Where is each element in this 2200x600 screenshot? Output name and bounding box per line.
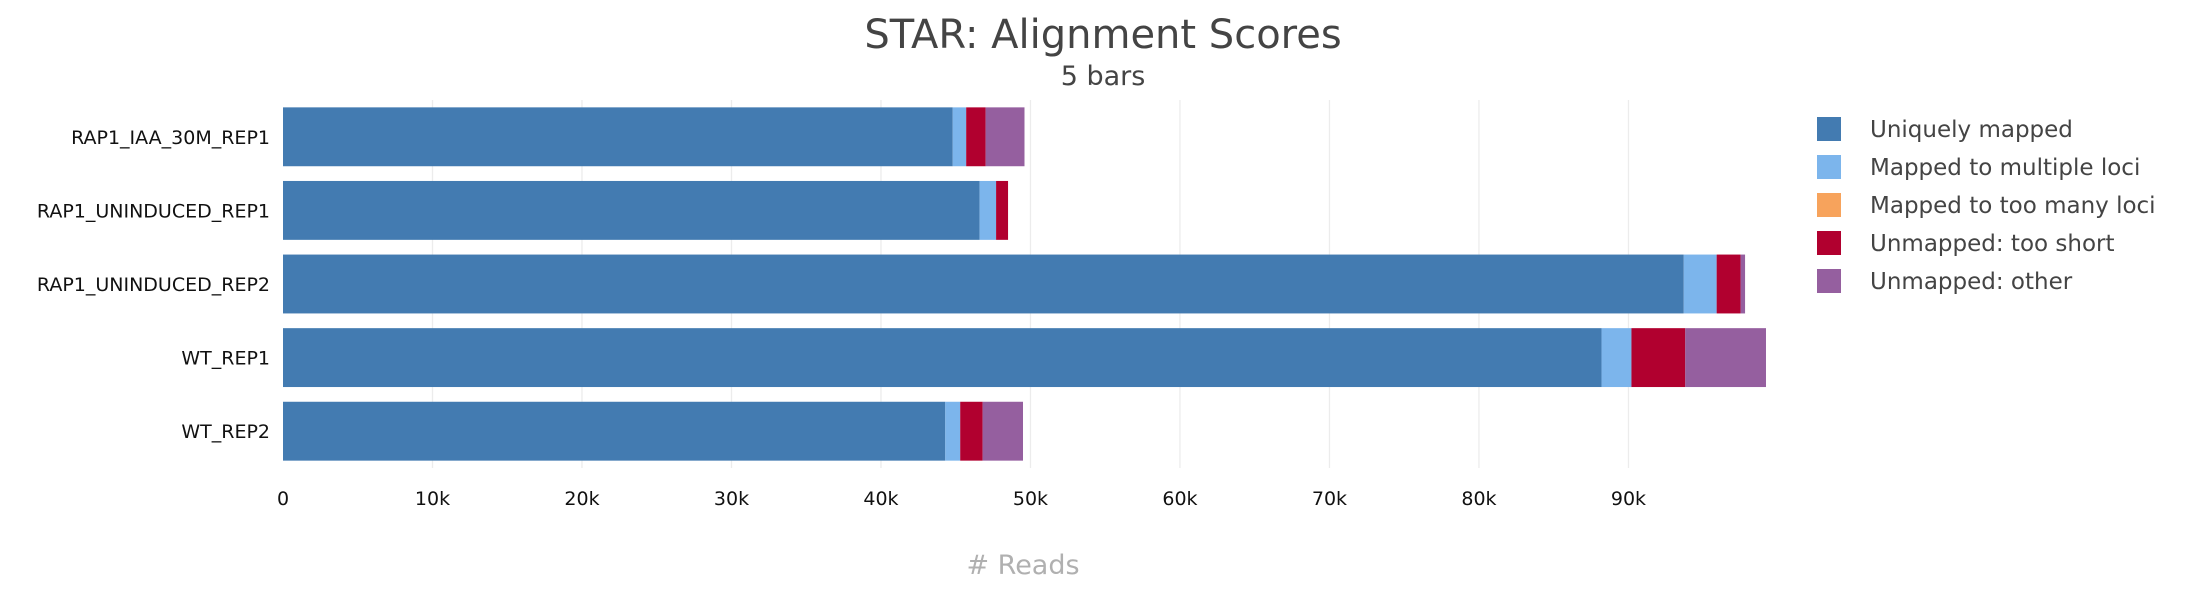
bar-segment[interactable] <box>945 401 961 461</box>
x-tick-label: 40k <box>863 488 898 510</box>
legend-swatch[interactable] <box>1817 117 1841 141</box>
bars-layer <box>283 107 1766 461</box>
legend-label[interactable]: Mapped to too many loci <box>1870 193 2156 219</box>
y-axis-labels: RAP1_IAA_30M_REP1 RAP1_UNINDUCED_REP1 RAP1… <box>37 127 270 443</box>
legend-swatch[interactable] <box>1817 155 1841 179</box>
y-category-label: RAP1_UNINDUCED_REP1 <box>37 200 270 222</box>
legend-label[interactable]: Unmapped: too short <box>1870 231 2115 257</box>
bar-segment[interactable] <box>979 180 997 240</box>
bar-segment[interactable] <box>982 401 1023 461</box>
bar-segment[interactable] <box>1716 254 1741 314</box>
bar-segment[interactable] <box>1740 254 1746 314</box>
bar-segment[interactable] <box>985 107 1025 167</box>
bar-segment[interactable] <box>283 254 1684 314</box>
legend-swatch[interactable] <box>1817 269 1841 293</box>
bar-segment[interactable] <box>1685 328 1766 388</box>
x-tick-label: 10k <box>415 488 450 510</box>
x-tick-label: 90k <box>1611 488 1646 510</box>
x-tick-label: 80k <box>1461 488 1496 510</box>
legend-swatch[interactable] <box>1817 231 1841 255</box>
y-category-label: RAP1_UNINDUCED_REP2 <box>37 274 270 296</box>
bar-segment[interactable] <box>283 107 953 167</box>
legend-label[interactable]: Mapped to multiple loci <box>1870 155 2140 181</box>
bar-segment[interactable] <box>283 180 980 240</box>
bar-segment[interactable] <box>283 328 1602 388</box>
chart-subtitle: 5 bars <box>1061 61 1146 92</box>
x-tick-label: 30k <box>714 488 749 510</box>
bar-segment[interactable] <box>996 180 1009 240</box>
x-axis-title: # Reads <box>966 550 1079 581</box>
bar-segment[interactable] <box>1601 328 1632 388</box>
x-tick-label: 60k <box>1162 488 1197 510</box>
x-tick-label: 0 <box>277 488 289 510</box>
x-axis-ticks: 0 10k 20k 30k 40k 50k 60k 70k 80k 90k <box>277 488 1646 510</box>
legend-swatch[interactable] <box>1817 193 1841 217</box>
legend-label[interactable]: Unmapped: other <box>1870 269 2073 295</box>
x-tick-label: 20k <box>564 488 599 510</box>
chart-title: STAR: Alignment Scores <box>864 12 1341 58</box>
bar-segment[interactable] <box>1683 254 1717 314</box>
x-tick-label: 50k <box>1013 488 1048 510</box>
y-category-label: RAP1_IAA_30M_REP1 <box>71 127 270 149</box>
bar-segment[interactable] <box>960 401 983 461</box>
y-category-label: WT_REP2 <box>181 421 270 443</box>
bar-segment[interactable] <box>952 107 967 167</box>
bar-segment[interactable] <box>966 107 986 167</box>
y-category-label: WT_REP1 <box>181 348 270 370</box>
legend[interactable]: Uniquely mapped Mapped to multiple loci Ma… <box>1817 117 2156 295</box>
x-tick-label: 70k <box>1312 488 1347 510</box>
legend-label[interactable]: Uniquely mapped <box>1870 117 2073 143</box>
bar-segment[interactable] <box>1631 328 1686 388</box>
bar-segment[interactable] <box>283 401 946 461</box>
